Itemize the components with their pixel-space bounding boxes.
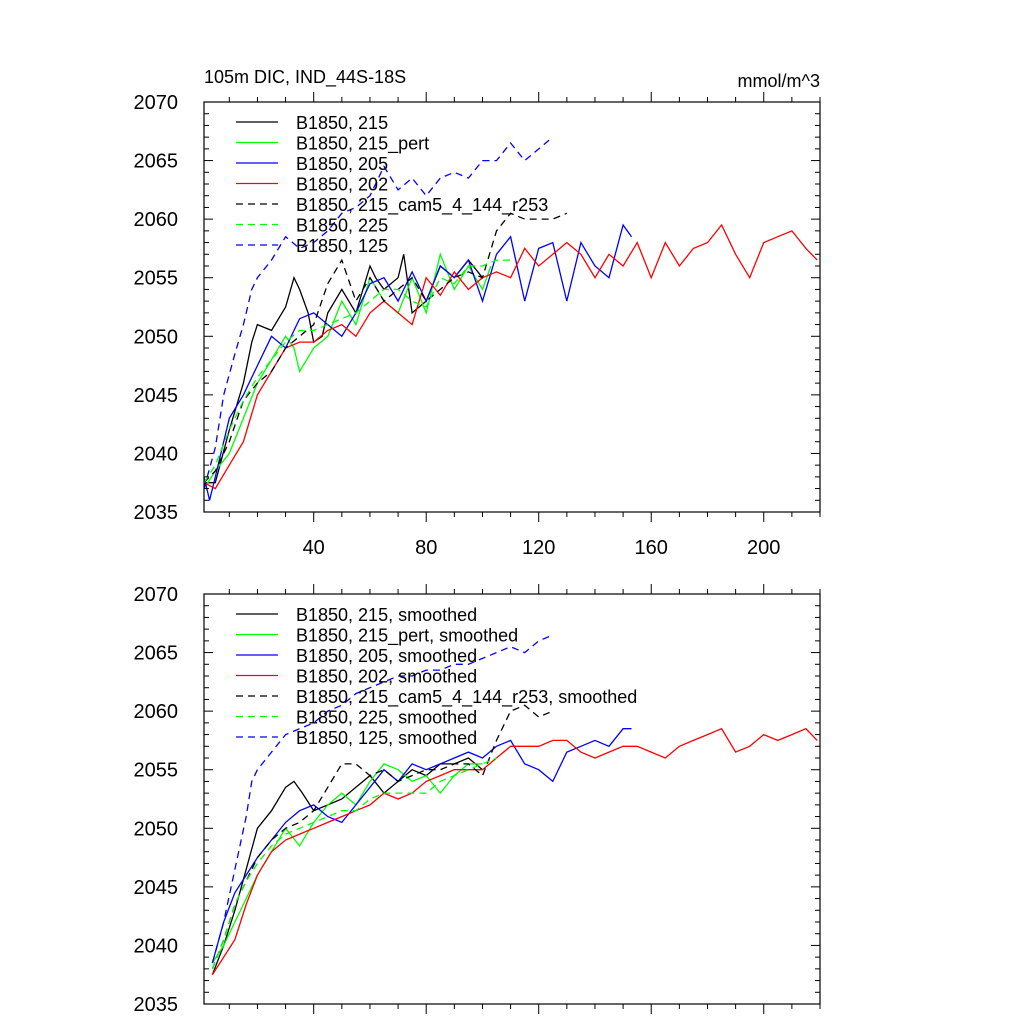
y-tick-label: 2035 <box>134 994 179 1016</box>
series-line-3 <box>204 223 633 501</box>
legend-label: B1850, 202, smoothed <box>296 667 477 687</box>
plot-frame <box>203 101 821 513</box>
y-tick-label: 2055 <box>134 760 179 782</box>
units-label: mmol/m^3 <box>738 71 820 91</box>
series-line-5 <box>211 704 554 970</box>
y-tick-label: 2040 <box>134 443 179 465</box>
y-tick-label: 2045 <box>134 877 179 899</box>
y-tick-label: 2060 <box>134 701 179 723</box>
top-panel: 2035 2040 2045 2050 2055 2060 2065 2070 40 80 120 1… <box>134 92 821 559</box>
x-tick-label: 80 <box>415 537 437 559</box>
legend-label: B1850, 215, smoothed <box>296 605 477 625</box>
series-group <box>211 634 818 976</box>
legend-label: B1850, 215 <box>296 113 388 133</box>
legend-label: B1850, 215_cam5_4_144_r253, smoothed <box>296 687 637 708</box>
series-line-4 <box>204 223 818 490</box>
series-line-6 <box>204 259 511 484</box>
series-line-2 <box>204 252 492 489</box>
y-tick-label: 2060 <box>134 209 179 231</box>
legend-label: B1850, 225, smoothed <box>296 708 477 728</box>
series-line-2 <box>211 763 483 964</box>
legend-label: B1850, 215_cam5_4_144_r253 <box>296 195 548 216</box>
series-line-7 <box>204 136 554 489</box>
y-tick-label: 2070 <box>134 92 179 114</box>
legend-label: B1850, 215_pert <box>296 134 429 155</box>
y-tick-label: 2055 <box>134 268 179 290</box>
y-tick-label: 2070 <box>134 584 179 606</box>
legend-label: B1850, 215_pert, smoothed <box>296 626 518 647</box>
x-tick-label: 200 <box>747 537 780 559</box>
series-line-7 <box>211 634 554 964</box>
bottom-panel: 2035 2040 2045 2050 2055 2060 2065 2070 B1850, 2… <box>134 584 821 1016</box>
legend-label: B1850, 225 <box>296 216 388 236</box>
plot-frame <box>203 593 821 1005</box>
legend-label: B1850, 202 <box>296 175 388 195</box>
series-line-3 <box>211 728 632 964</box>
series-line-4 <box>211 727 818 976</box>
x-tick-label: 160 <box>635 537 668 559</box>
y-tick-label: 2050 <box>134 818 179 840</box>
chart-title: 105m DIC, IND_44S-18S <box>204 67 406 88</box>
series-group <box>204 136 818 501</box>
series-line-1 <box>204 254 484 484</box>
y-tick-label: 2065 <box>134 643 179 665</box>
legend-label: B1850, 125, smoothed <box>296 728 477 748</box>
y-tick-label: 2065 <box>134 151 179 173</box>
x-tick-label: 40 <box>303 537 325 559</box>
y-tick-label: 2045 <box>134 385 179 407</box>
legend-label: B1850, 205 <box>296 154 388 174</box>
x-tick-label: 120 <box>522 537 555 559</box>
legend-label: B1850, 125 <box>296 236 388 256</box>
y-tick-label: 2050 <box>134 326 179 348</box>
series-line-5 <box>204 212 568 484</box>
legend-label: B1850, 205, smoothed <box>296 646 477 666</box>
y-tick-label: 2040 <box>134 935 179 957</box>
y-tick-label: 2035 <box>134 502 179 524</box>
